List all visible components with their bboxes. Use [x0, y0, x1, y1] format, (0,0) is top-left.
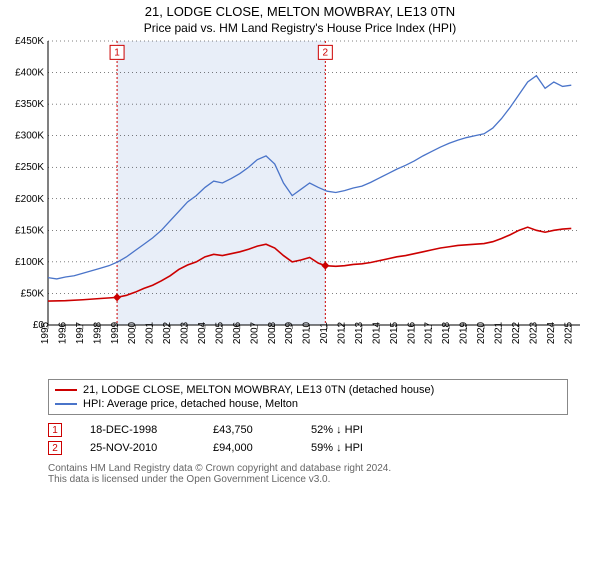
price-chart: £0£50K£100K£150K£200K£250K£300K£350K£400… — [0, 35, 600, 375]
svg-text:2: 2 — [323, 47, 329, 58]
legend-swatch — [55, 403, 77, 405]
footer-line-2: This data is licensed under the Open Gov… — [48, 474, 568, 485]
svg-text:£350K: £350K — [15, 99, 44, 110]
chart-subtitle: Price paid vs. HM Land Registry's House … — [0, 21, 600, 35]
svg-text:£450K: £450K — [15, 36, 44, 47]
sale-marker: 1 — [48, 423, 62, 437]
svg-text:1: 1 — [114, 47, 120, 58]
legend-item: 21, LODGE CLOSE, MELTON MOWBRAY, LE13 0T… — [55, 383, 561, 397]
sale-price: £94,000 — [213, 442, 283, 454]
svg-text:£200K: £200K — [15, 194, 44, 205]
footer: Contains HM Land Registry data © Crown c… — [48, 463, 568, 485]
legend-label: HPI: Average price, detached house, Melt… — [83, 398, 298, 410]
legend-swatch — [55, 389, 77, 391]
sale-marker: 2 — [48, 441, 62, 455]
svg-text:£150K: £150K — [15, 225, 44, 236]
sale-row: 2 25-NOV-2010 £94,000 59% ↓ HPI — [48, 439, 568, 457]
svg-text:£50K: £50K — [21, 288, 45, 299]
svg-text:£250K: £250K — [15, 162, 44, 173]
legend-item: HPI: Average price, detached house, Melt… — [55, 397, 561, 411]
sale-pct: 52% ↓ HPI — [311, 424, 363, 436]
footer-line-1: Contains HM Land Registry data © Crown c… — [48, 463, 568, 474]
svg-text:£300K: £300K — [15, 131, 44, 142]
svg-text:£400K: £400K — [15, 68, 44, 79]
legend-label: 21, LODGE CLOSE, MELTON MOWBRAY, LE13 0T… — [83, 384, 434, 396]
legend: 21, LODGE CLOSE, MELTON MOWBRAY, LE13 0T… — [48, 379, 568, 415]
sale-pct: 59% ↓ HPI — [311, 442, 363, 454]
svg-text:£100K: £100K — [15, 257, 44, 268]
sale-row: 1 18-DEC-1998 £43,750 52% ↓ HPI — [48, 421, 568, 439]
sales-table: 1 18-DEC-1998 £43,750 52% ↓ HPI 2 25-NOV-2010… — [48, 421, 568, 457]
sale-date: 25-NOV-2010 — [90, 442, 185, 454]
sale-date: 18-DEC-1998 — [90, 424, 185, 436]
chart-title: 21, LODGE CLOSE, MELTON MOWBRAY, LE13 0T… — [0, 4, 600, 19]
sale-price: £43,750 — [213, 424, 283, 436]
